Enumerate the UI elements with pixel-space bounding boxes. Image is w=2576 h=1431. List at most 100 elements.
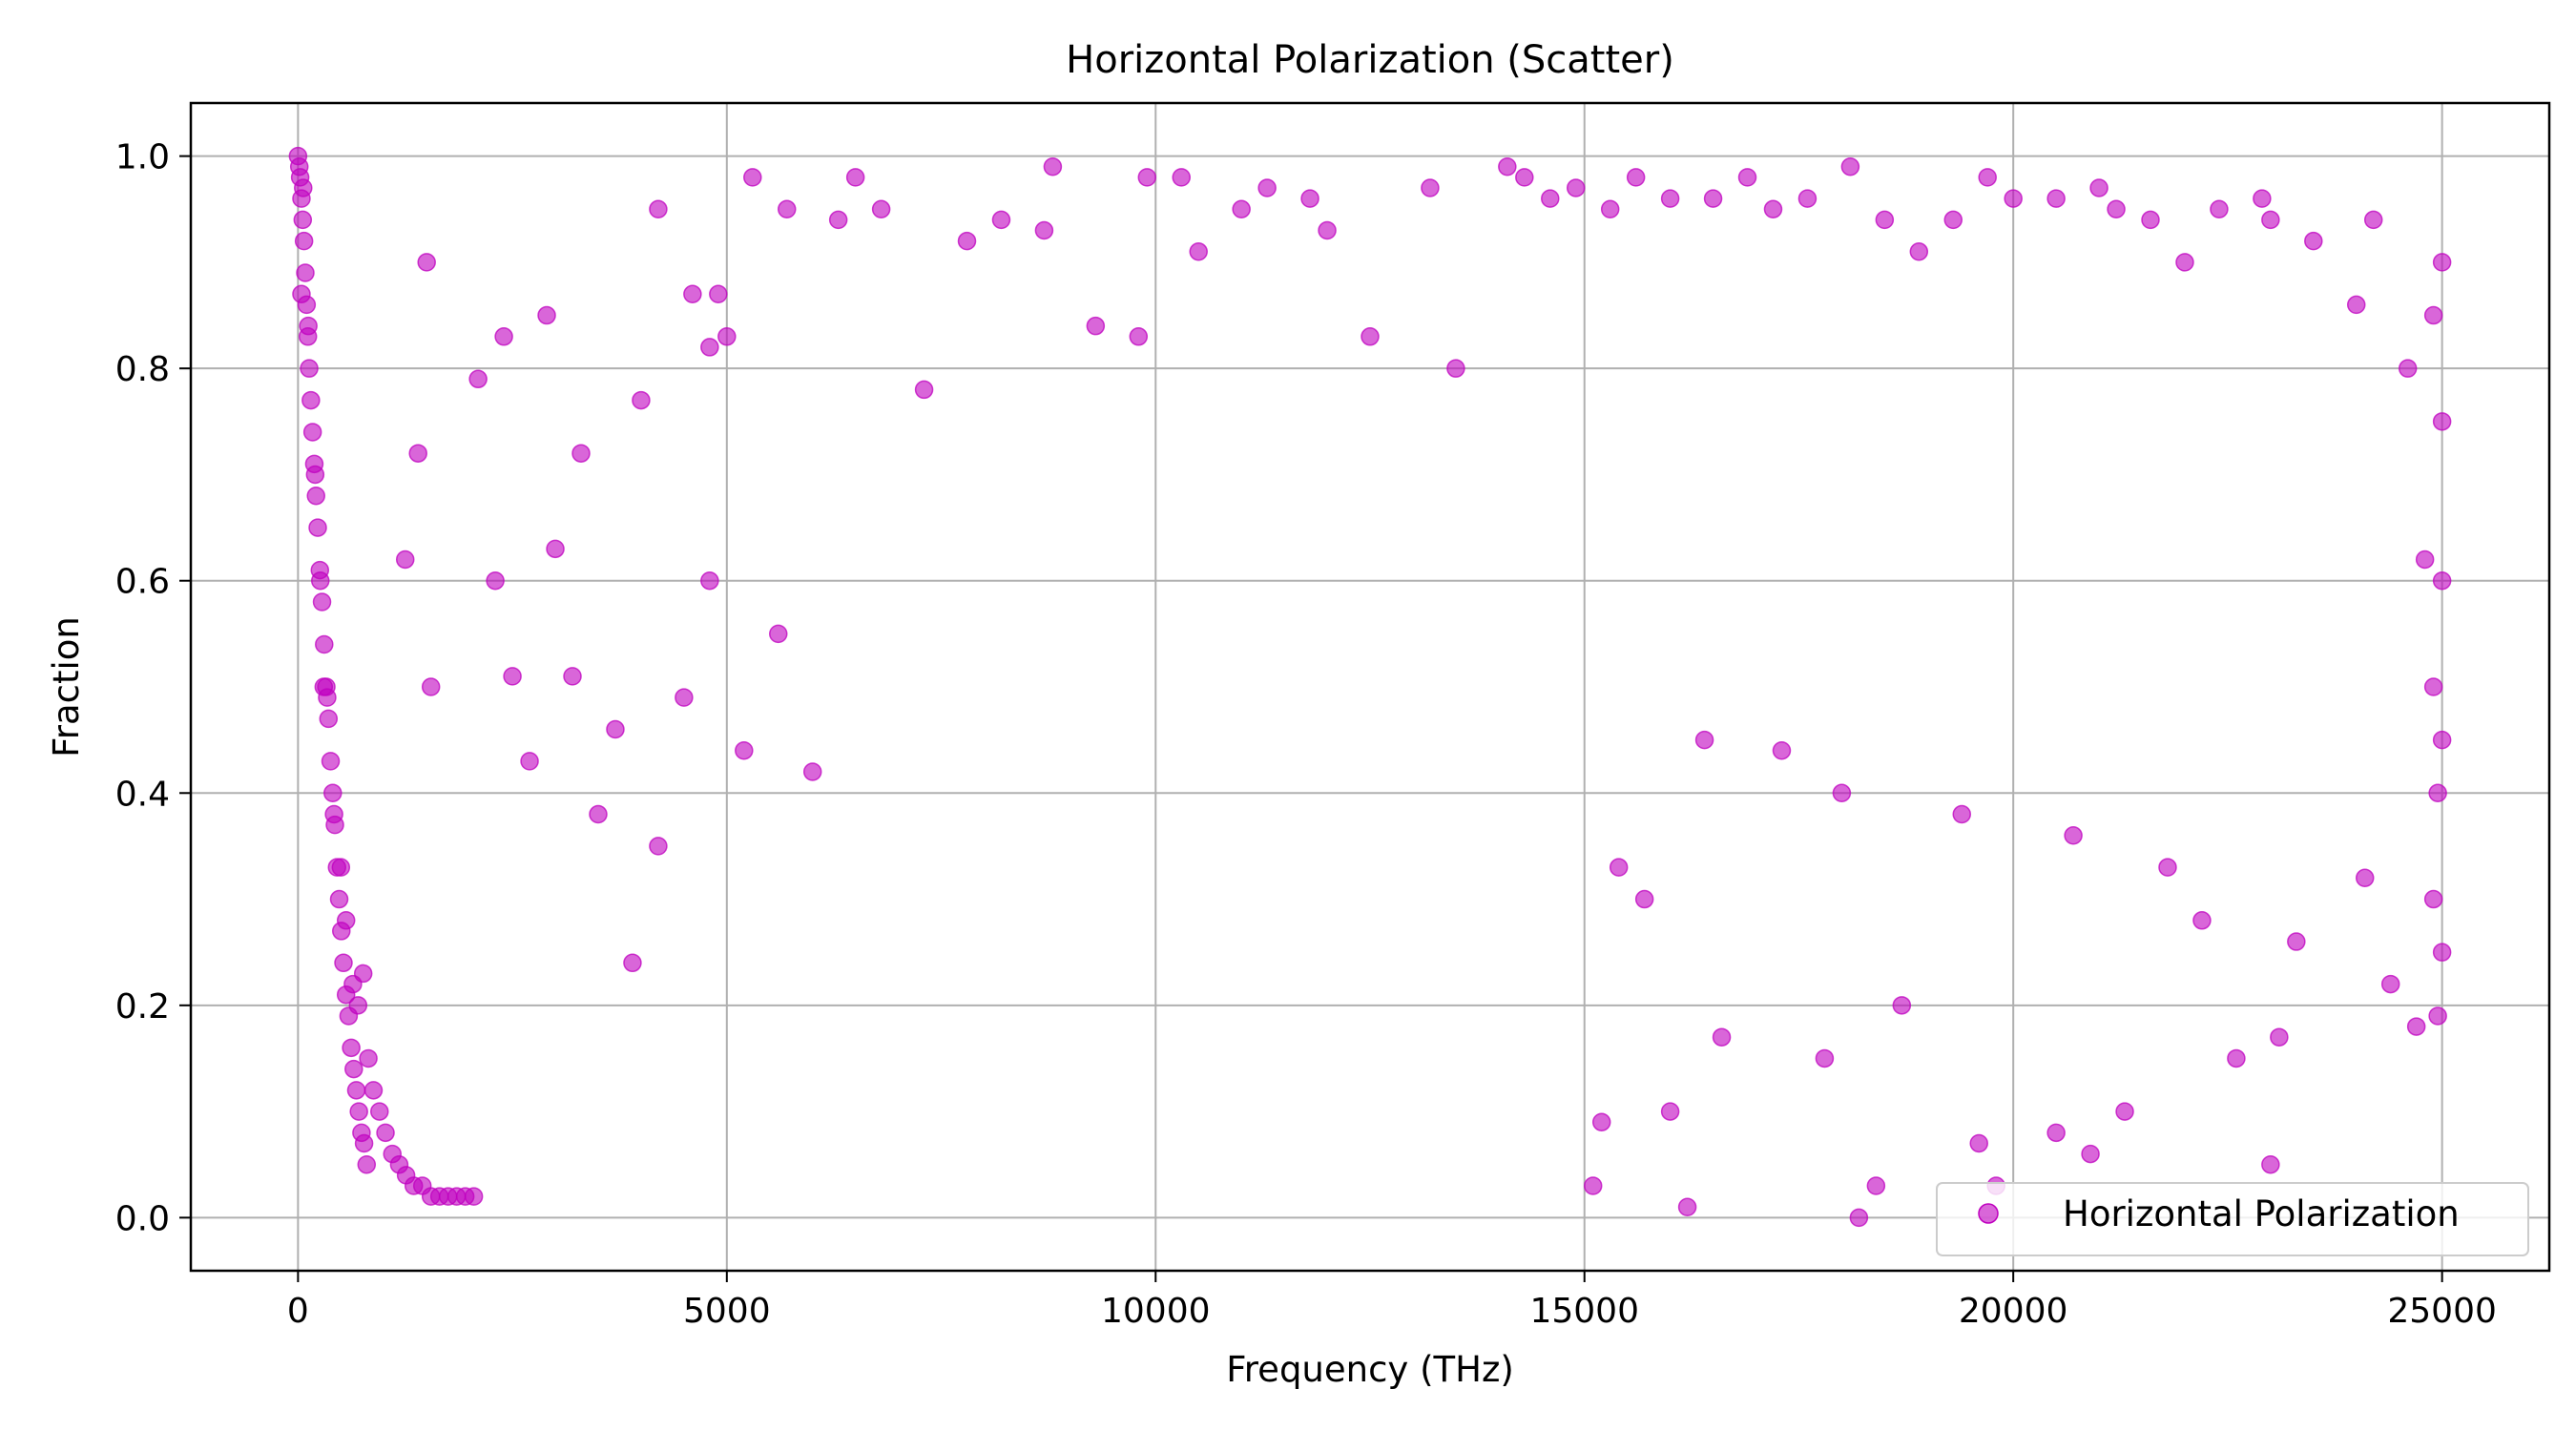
scatter-point: [300, 359, 319, 378]
x-tick-label: 15000: [1529, 1292, 1639, 1331]
scatter-point: [769, 624, 788, 644]
x-axis-label: Frequency (THz): [1226, 1349, 1514, 1390]
scatter-point: [1189, 242, 1208, 261]
scatter-point: [308, 518, 327, 537]
scatter-point: [344, 1059, 364, 1079]
scatter-point: [957, 231, 977, 251]
scatter-point: [709, 284, 728, 304]
scatter-point: [777, 199, 797, 219]
scatter-point: [2432, 943, 2452, 962]
scatter-point: [1446, 359, 1465, 378]
scatter-point: [312, 592, 332, 612]
legend-marker: [1978, 1203, 1999, 1224]
y-tick-label: 0.4: [115, 775, 170, 814]
plot-area-frame: [189, 101, 2551, 1273]
x-tick-label: 0: [287, 1292, 309, 1331]
scatter-point: [321, 752, 341, 771]
x-tick-label: 10000: [1101, 1292, 1211, 1331]
legend-label: Horizontal Polarization: [2063, 1193, 2460, 1234]
scatter-point: [1832, 783, 1852, 803]
scatter-point: [329, 889, 349, 909]
scatter-point: [1892, 996, 1912, 1015]
legend: Horizontal Polarization: [1936, 1182, 2529, 1256]
scatter-point: [1694, 730, 1714, 750]
scatter-point: [1566, 178, 1586, 197]
scatter-point: [1318, 220, 1337, 240]
scatter-point: [537, 305, 556, 325]
scatter-point: [2423, 889, 2443, 909]
scatter-point: [1086, 316, 1106, 336]
y-tick-label: 0.2: [115, 987, 170, 1027]
scatter-point: [2423, 677, 2443, 696]
scatter-point: [2406, 1017, 2426, 1036]
scatter-point: [743, 168, 762, 187]
x-tick-label: 5000: [683, 1292, 771, 1331]
scatter-point: [2423, 305, 2443, 325]
scatter-point: [359, 1048, 378, 1068]
scatter-point: [1541, 189, 1560, 208]
scatter-point: [914, 380, 934, 400]
scatter-point: [802, 762, 822, 781]
scatter-point: [546, 539, 565, 559]
scatter-point: [1840, 157, 1860, 176]
scatter-point: [324, 804, 343, 824]
scatter-point: [563, 667, 582, 686]
scatter-point: [1943, 210, 1963, 230]
scatter-point: [2432, 412, 2452, 431]
scatter-point: [632, 390, 651, 410]
scatter-point: [323, 783, 343, 803]
scatter-point: [494, 327, 513, 346]
scatter-point: [1969, 1133, 1988, 1153]
y-tick-label: 0.0: [115, 1199, 170, 1238]
scatter-point: [2175, 253, 2194, 272]
scatter-point: [2261, 1154, 2280, 1174]
scatter-point: [589, 804, 608, 824]
scatter-point: [2158, 858, 2177, 877]
scatter-point: [346, 1081, 366, 1100]
scatter-point: [1815, 1048, 1835, 1068]
scatter-point: [2304, 231, 2323, 251]
scatter-point: [1583, 1176, 1603, 1195]
scatter-point: [2107, 199, 2126, 219]
scatter-point: [503, 667, 522, 686]
scatter-point: [1043, 157, 1063, 176]
y-tick-label: 0.8: [115, 350, 170, 389]
scatter-point: [845, 168, 865, 187]
scatter-point: [1232, 199, 1251, 219]
scatter-point: [700, 338, 719, 357]
scatter-point: [2046, 189, 2066, 208]
scatter-point: [871, 199, 891, 219]
scatter-point: [2270, 1027, 2289, 1047]
scatter-point: [1712, 1027, 1732, 1047]
scatter-point: [571, 444, 591, 463]
scatter-point: [353, 964, 373, 984]
scatter-point: [1361, 327, 1380, 346]
scatter-point: [2064, 826, 2083, 845]
scatter-point: [700, 570, 719, 591]
scatter-point: [649, 199, 668, 219]
scatter-point: [292, 284, 311, 304]
scatter-point: [357, 1154, 377, 1174]
scatter-point: [1875, 210, 1895, 230]
y-tick-label: 0.6: [115, 563, 170, 602]
y-axis-label: Fraction: [46, 616, 87, 757]
scatter-point: [1849, 1208, 1869, 1228]
scatter-point: [2046, 1123, 2066, 1143]
scatter-point: [2210, 199, 2229, 219]
scatter-point: [520, 752, 539, 771]
scatter-point: [301, 390, 321, 410]
scatter-point: [1600, 199, 1620, 219]
scatter-point: [2004, 189, 2023, 208]
scatter-point: [717, 327, 737, 346]
scatter-point: [302, 423, 322, 442]
scatter-point: [2380, 974, 2400, 994]
scatter-point: [1660, 189, 1680, 208]
scatter-point: [1129, 327, 1149, 346]
scatter-point: [1421, 178, 1440, 197]
scatter-point: [2141, 210, 2160, 230]
scatter-point: [2081, 1144, 2100, 1164]
scatter-point: [1172, 168, 1191, 187]
scatter-point: [1498, 157, 1517, 176]
scatter-point: [1978, 168, 1997, 187]
